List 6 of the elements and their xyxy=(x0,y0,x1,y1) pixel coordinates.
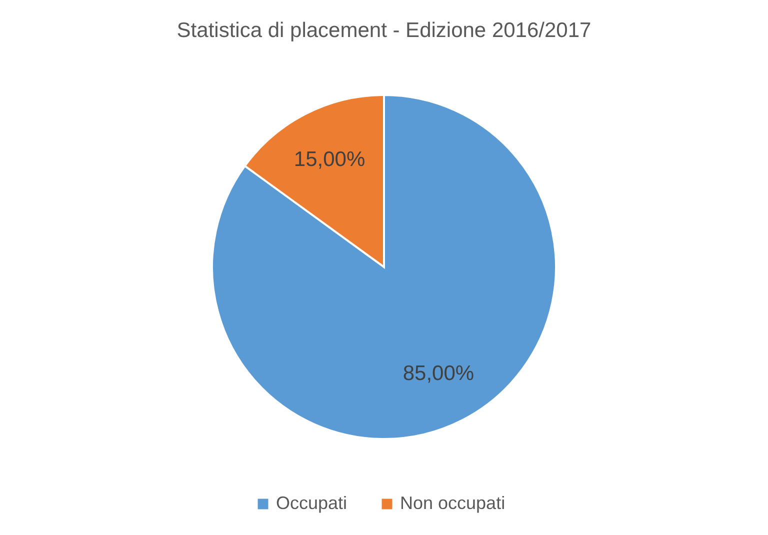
data-label: 15,00% xyxy=(294,148,366,172)
data-label: 85,00% xyxy=(402,362,474,385)
legend-label: Non occupati xyxy=(400,493,506,513)
legend-label: Occupati xyxy=(276,493,348,513)
chart-title: Statistica di placement - Edizione 2016/2017 xyxy=(176,19,592,42)
pie-slice xyxy=(211,94,557,440)
